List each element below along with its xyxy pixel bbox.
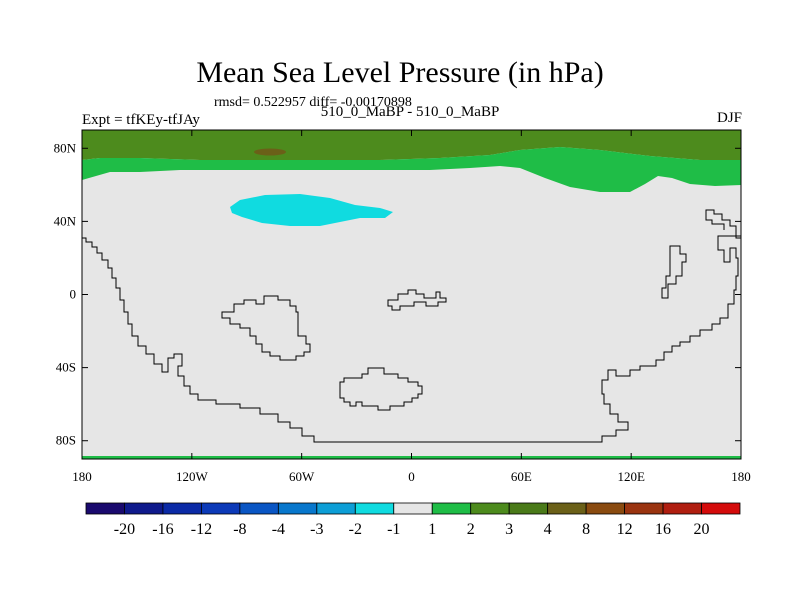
lon-tick-label: 120W <box>176 469 209 484</box>
contour-band-3-to-4 <box>82 130 741 160</box>
colorbar-swatch <box>316 502 356 515</box>
colorbar-label: -12 <box>191 521 212 538</box>
coastline-island-equatorial <box>387 289 447 311</box>
coastline-north-east <box>705 209 741 239</box>
colorbar-label: -1 <box>387 521 400 538</box>
colorbar-label: -20 <box>114 521 135 538</box>
colorbar-swatch <box>547 502 587 515</box>
lon-tick-label: 60E <box>511 469 532 484</box>
contour-band-2-to-3 <box>82 147 741 192</box>
longitude-axis: 180 120W 60W 0 60E 120E 180 <box>72 130 751 484</box>
colorbar-label: 12 <box>617 521 633 538</box>
colorbar-label: -2 <box>349 521 362 538</box>
colorbar-label: 4 <box>544 521 552 538</box>
experiment-label: Expt = tfKEy-tfJAy <box>82 112 200 128</box>
colorbar-swatch <box>85 502 125 515</box>
colorbar-swatch <box>393 502 433 515</box>
rmsd-diff-stats: rmsd= 0.522957 diff= -0.00170898 <box>214 95 412 110</box>
coastlines <box>82 209 741 443</box>
season-label: DJF <box>716 110 742 126</box>
colorbar-swatch <box>124 502 164 515</box>
lat-tick-label: 80S <box>56 433 76 448</box>
lat-tick-label: 40N <box>54 213 77 228</box>
colorbar-swatch <box>508 502 549 515</box>
coastline-island-east <box>661 245 687 299</box>
coastline-americas-antarctica <box>82 235 741 443</box>
contour-band-4-to-8 <box>254 148 286 156</box>
lon-tick-label: 180 <box>72 469 92 484</box>
lon-tick-label: 180 <box>731 469 751 484</box>
lat-tick-label: 80N <box>54 140 77 155</box>
colorbar-label: -8 <box>233 521 246 538</box>
colorbar-label: -3 <box>310 521 323 538</box>
colorbar: -20 -16 -12 -8 -4 -3 -2 -1 1 2 3 4 8 12 16 20 <box>85 502 741 538</box>
colorbar-swatch <box>277 502 318 515</box>
colorbar-label: -16 <box>152 521 173 538</box>
coastline-island-australia <box>339 367 423 411</box>
colorbar-label: 16 <box>655 521 671 538</box>
colorbar-swatch <box>239 502 279 515</box>
coastline-island-africa <box>221 295 311 361</box>
colorbar-swatch <box>701 502 741 515</box>
lat-tick-label: 40S <box>56 360 76 375</box>
colorbar-label: 2 <box>467 521 475 538</box>
plot-title: Mean Sea Level Pressure (in hPa) <box>196 56 604 89</box>
colorbar-swatch <box>585 502 625 515</box>
colorbar-label: 20 <box>694 521 710 538</box>
colorbar-label: 3 <box>505 521 513 538</box>
map-plot-area <box>81 129 742 460</box>
colorbar-swatch <box>470 502 510 515</box>
lon-tick-label: 60W <box>289 469 315 484</box>
colorbar-label: 8 <box>582 521 590 538</box>
latitude-axis: 80N 40N 0 40S 80S <box>54 140 741 448</box>
comparison-label: 510_0_MaBP - 510_0_MaBP <box>320 104 500 120</box>
lon-tick-label: 120E <box>617 469 645 484</box>
colorbar-label: 1 <box>428 521 436 538</box>
colorbar-label: -4 <box>272 521 285 538</box>
contour-band-minus2-to-minus1 <box>230 194 393 226</box>
colorbar-swatch <box>162 502 202 515</box>
colorbar-swatch <box>662 502 702 515</box>
lon-tick-label: 0 <box>408 469 415 484</box>
colorbar-swatch <box>201 502 241 515</box>
colorbar-swatch <box>354 502 395 515</box>
colorbar-swatch <box>431 502 472 515</box>
colorbar-swatch <box>624 502 664 515</box>
lat-tick-label: 0 <box>70 287 77 302</box>
